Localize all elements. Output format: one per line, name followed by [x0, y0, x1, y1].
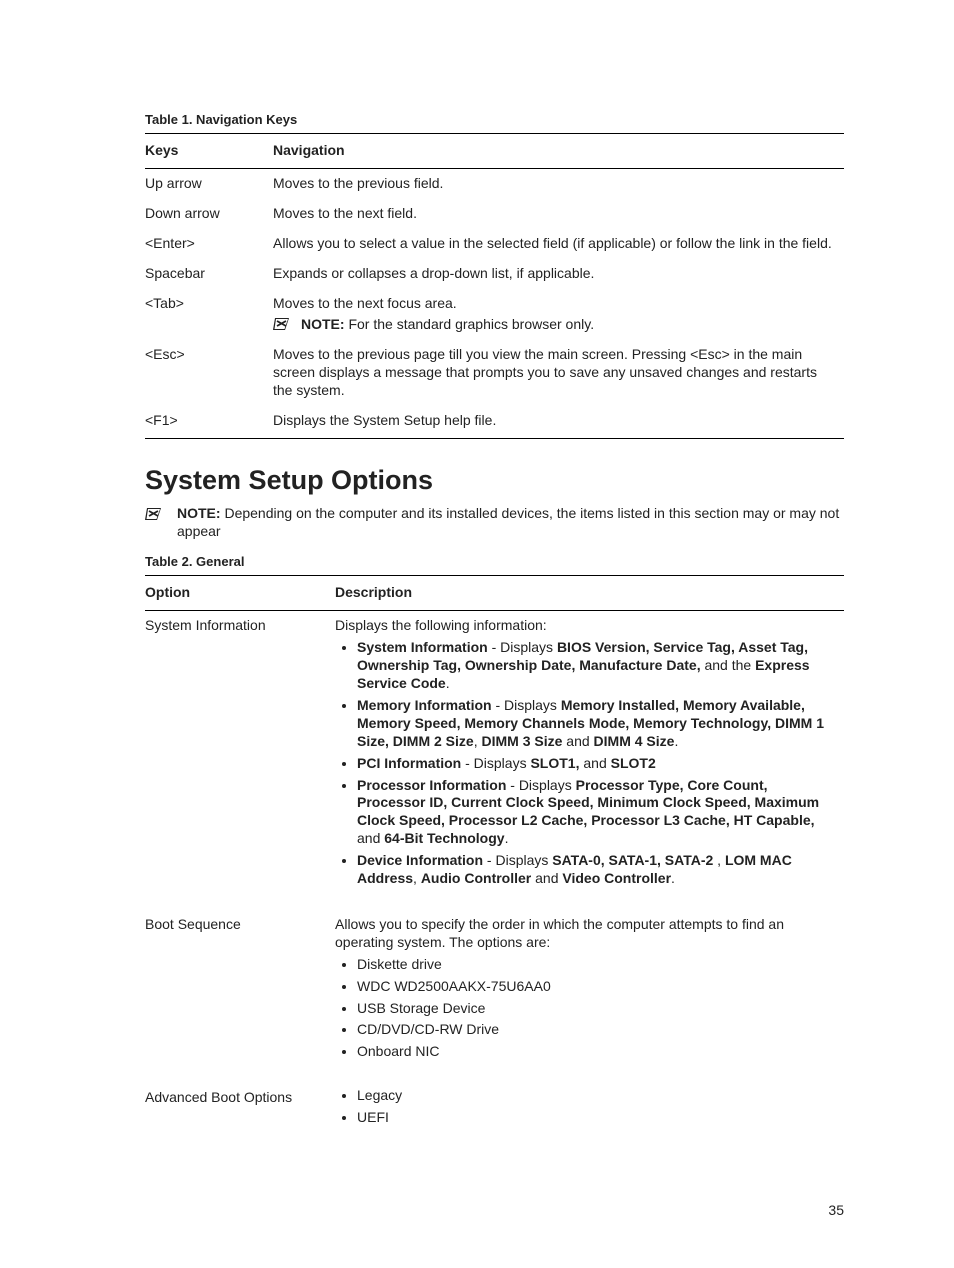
table-row: Up arrow Moves to the previous field.: [145, 168, 844, 198]
table-row: Spacebar Expands or collapses a drop-dow…: [145, 259, 844, 289]
adv-list: Legacy UEFI: [335, 1087, 838, 1127]
li-mid: ,: [713, 852, 725, 868]
page-number: 35: [828, 1202, 844, 1218]
desc-advanced-boot: Legacy UEFI: [335, 1071, 844, 1137]
section-note-label: NOTE:: [177, 505, 224, 521]
li-dash: - Displays: [492, 697, 561, 713]
table-row: Down arrow Moves to the next field.: [145, 199, 844, 229]
li-tail: .: [505, 830, 509, 846]
nav-esc: Moves to the previous page till you view…: [273, 340, 844, 406]
list-item: Processor Information - Displays Process…: [357, 777, 838, 849]
li-bold2: 64-Bit Technology: [384, 830, 504, 846]
list-item: Onboard NIC: [357, 1043, 838, 1061]
li-tail: .: [446, 675, 450, 691]
li-lead: Processor Information: [357, 777, 506, 793]
option-advanced-boot: Advanced Boot Options: [145, 1071, 335, 1137]
list-item: PCI Information - Displays SLOT1, and SL…: [357, 755, 838, 773]
li-mid: and the: [701, 657, 756, 673]
boot-list: Diskette drive WDC WD2500AAKX-75U6AA0 US…: [335, 956, 838, 1062]
sysinfo-list: System Information - Displays BIOS Versi…: [335, 639, 838, 888]
key-tab: <Tab>: [145, 289, 273, 341]
tab-note-text: NOTE: For the standard graphics browser …: [301, 316, 594, 334]
table1-header-navigation: Navigation: [273, 134, 844, 169]
list-item: USB Storage Device: [357, 1000, 838, 1018]
list-item: System Information - Displays BIOS Versi…: [357, 639, 838, 693]
note-icon: [273, 316, 291, 332]
key-enter: <Enter>: [145, 229, 273, 259]
list-item: Diskette drive: [357, 956, 838, 974]
table1-caption: Table 1. Navigation Keys: [145, 112, 844, 127]
page: Table 1. Navigation Keys Keys Navigation…: [0, 0, 954, 1268]
table-row: <Enter> Allows you to select a value in …: [145, 229, 844, 259]
list-item: Device Information - Displays SATA-0, SA…: [357, 852, 838, 888]
li-bold3: DIMM 4 Size: [594, 733, 675, 749]
nav-f1: Displays the System Setup help file.: [273, 406, 844, 438]
key-f1: <F1>: [145, 406, 273, 438]
section-note: NOTE: Depending on the computer and its …: [145, 504, 844, 540]
li-bold: SATA-0, SATA-1, SATA-2: [552, 852, 713, 868]
list-item: Legacy: [357, 1087, 838, 1105]
table-row: <Esc> Moves to the previous page till yo…: [145, 340, 844, 406]
table-row: System Information Displays the followin…: [145, 611, 844, 898]
li-lead: Memory Information: [357, 697, 492, 713]
key-up: Up arrow: [145, 168, 273, 198]
table1-header-keys: Keys: [145, 134, 273, 169]
li-dash: - Displays: [461, 755, 530, 771]
li-dash: - Displays: [483, 852, 552, 868]
li-bold: SLOT1,: [530, 755, 579, 771]
table-general: Option Description System Information Di…: [145, 575, 844, 1137]
desc-system-information: Displays the following information: Syst…: [335, 611, 844, 898]
li-dash: - Displays: [506, 777, 575, 793]
li-tail: .: [671, 870, 675, 886]
option-system-information: System Information: [145, 611, 335, 898]
table-row: Boot Sequence Allows you to specify the …: [145, 898, 844, 1071]
table2-header-description: Description: [335, 576, 844, 611]
table2-caption: Table 2. General: [145, 554, 844, 569]
nav-space: Expands or collapses a drop-down list, i…: [273, 259, 844, 289]
li-lead: System Information: [357, 639, 488, 655]
li-bold2: SLOT2: [611, 755, 656, 771]
li-bold2: DIMM 3 Size: [481, 733, 562, 749]
li-bold3: Audio Controller: [421, 870, 531, 886]
table2-header-option: Option: [145, 576, 335, 611]
tab-note: NOTE: For the standard graphics browser …: [273, 316, 838, 334]
nav-up: Moves to the previous field.: [273, 168, 844, 198]
table-row: <Tab> Moves to the next focus area. NOTE…: [145, 289, 844, 341]
table-row: Advanced Boot Options Legacy UEFI: [145, 1071, 844, 1137]
nav-down: Moves to the next field.: [273, 199, 844, 229]
key-esc: <Esc>: [145, 340, 273, 406]
desc-boot-sequence: Allows you to specify the order in which…: [335, 898, 844, 1071]
list-item: WDC WD2500AAKX-75U6AA0: [357, 978, 838, 996]
table-navigation-keys: Keys Navigation Up arrow Moves to the pr…: [145, 133, 844, 439]
tab-note-body: For the standard graphics browser only.: [348, 316, 594, 332]
list-item: CD/DVD/CD-RW Drive: [357, 1021, 838, 1039]
li-tail: .: [674, 733, 678, 749]
nav-tab-text: Moves to the next focus area.: [273, 295, 838, 313]
li-mid: and: [357, 830, 384, 846]
li-lead: PCI Information: [357, 755, 461, 771]
li-mid3: and: [531, 870, 562, 886]
list-item: Memory Information - Displays Memory Ins…: [357, 697, 838, 751]
key-space: Spacebar: [145, 259, 273, 289]
tab-note-label: NOTE:: [301, 316, 348, 332]
nav-tab: Moves to the next focus area. NOTE: For …: [273, 289, 844, 341]
li-dash: - Displays: [488, 639, 557, 655]
li-mid: and: [579, 755, 610, 771]
note-icon: [145, 506, 163, 522]
section-note-text: NOTE: Depending on the computer and its …: [177, 504, 844, 540]
li-mid2: ,: [413, 870, 421, 886]
section-title: System Setup Options: [145, 465, 844, 496]
section-note-body: Depending on the computer and its instal…: [177, 505, 839, 539]
li-bold4: Video Controller: [562, 870, 671, 886]
list-item: UEFI: [357, 1109, 838, 1127]
li-lead: Device Information: [357, 852, 483, 868]
boot-intro: Allows you to specify the order in which…: [335, 916, 838, 952]
table-row: <F1> Displays the System Setup help file…: [145, 406, 844, 438]
key-down: Down arrow: [145, 199, 273, 229]
li-mid2: and: [562, 733, 593, 749]
option-boot-sequence: Boot Sequence: [145, 898, 335, 1071]
sysinfo-intro: Displays the following information:: [335, 617, 838, 635]
nav-enter: Allows you to select a value in the sele…: [273, 229, 844, 259]
